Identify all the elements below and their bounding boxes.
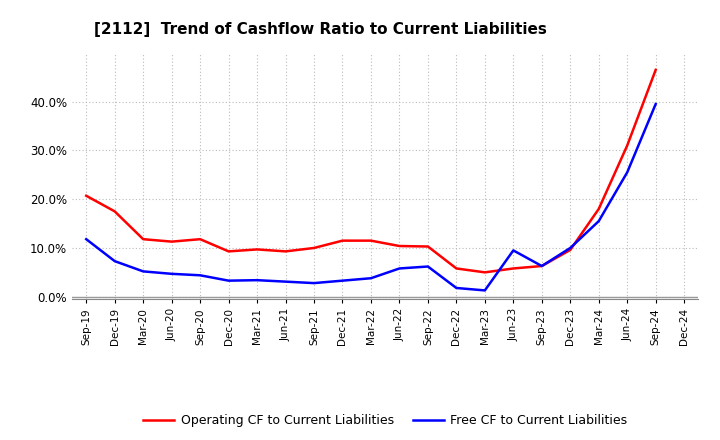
Operating CF to Current Liabilities	[110, 209, 119, 214]
Free CF to Current Liabilities	[225, 278, 233, 283]
Free CF to Current Liabilities	[623, 170, 631, 175]
Operating CF to Current Liabilities	[253, 247, 261, 252]
Operating CF to Current Liabilities	[139, 237, 148, 242]
Free CF to Current Liabilities	[366, 275, 375, 281]
Free CF to Current Liabilities	[253, 278, 261, 283]
Operating CF to Current Liabilities	[196, 237, 204, 242]
Legend: Operating CF to Current Liabilities, Free CF to Current Liabilities: Operating CF to Current Liabilities, Fre…	[138, 409, 632, 432]
Free CF to Current Liabilities	[423, 264, 432, 269]
Line: Operating CF to Current Liabilities: Operating CF to Current Liabilities	[86, 70, 656, 272]
Operating CF to Current Liabilities	[82, 193, 91, 198]
Operating CF to Current Liabilities	[452, 266, 461, 271]
Free CF to Current Liabilities	[595, 219, 603, 224]
Free CF to Current Liabilities	[167, 271, 176, 276]
Operating CF to Current Liabilities	[338, 238, 347, 243]
Operating CF to Current Liabilities	[366, 238, 375, 243]
Free CF to Current Liabilities	[509, 248, 518, 253]
Operating CF to Current Liabilities	[652, 67, 660, 73]
Operating CF to Current Liabilities	[225, 249, 233, 254]
Line: Free CF to Current Liabilities: Free CF to Current Liabilities	[86, 104, 656, 290]
Free CF to Current Liabilities	[338, 278, 347, 283]
Operating CF to Current Liabilities	[423, 244, 432, 249]
Free CF to Current Liabilities	[196, 273, 204, 278]
Operating CF to Current Liabilities	[395, 243, 404, 249]
Operating CF to Current Liabilities	[566, 247, 575, 253]
Free CF to Current Liabilities	[652, 101, 660, 106]
Operating CF to Current Liabilities	[310, 246, 318, 251]
Free CF to Current Liabilities	[310, 280, 318, 286]
Free CF to Current Liabilities	[537, 264, 546, 269]
Operating CF to Current Liabilities	[167, 239, 176, 244]
Text: [2112]  Trend of Cashflow Ratio to Current Liabilities: [2112] Trend of Cashflow Ratio to Curren…	[94, 22, 546, 37]
Free CF to Current Liabilities	[139, 269, 148, 274]
Operating CF to Current Liabilities	[537, 264, 546, 269]
Free CF to Current Liabilities	[82, 237, 91, 242]
Operating CF to Current Liabilities	[282, 249, 290, 254]
Free CF to Current Liabilities	[395, 266, 404, 271]
Operating CF to Current Liabilities	[509, 266, 518, 271]
Operating CF to Current Liabilities	[623, 143, 631, 148]
Free CF to Current Liabilities	[566, 246, 575, 251]
Free CF to Current Liabilities	[110, 259, 119, 264]
Free CF to Current Liabilities	[480, 288, 489, 293]
Operating CF to Current Liabilities	[480, 270, 489, 275]
Free CF to Current Liabilities	[452, 285, 461, 290]
Operating CF to Current Liabilities	[595, 206, 603, 212]
Free CF to Current Liabilities	[282, 279, 290, 284]
